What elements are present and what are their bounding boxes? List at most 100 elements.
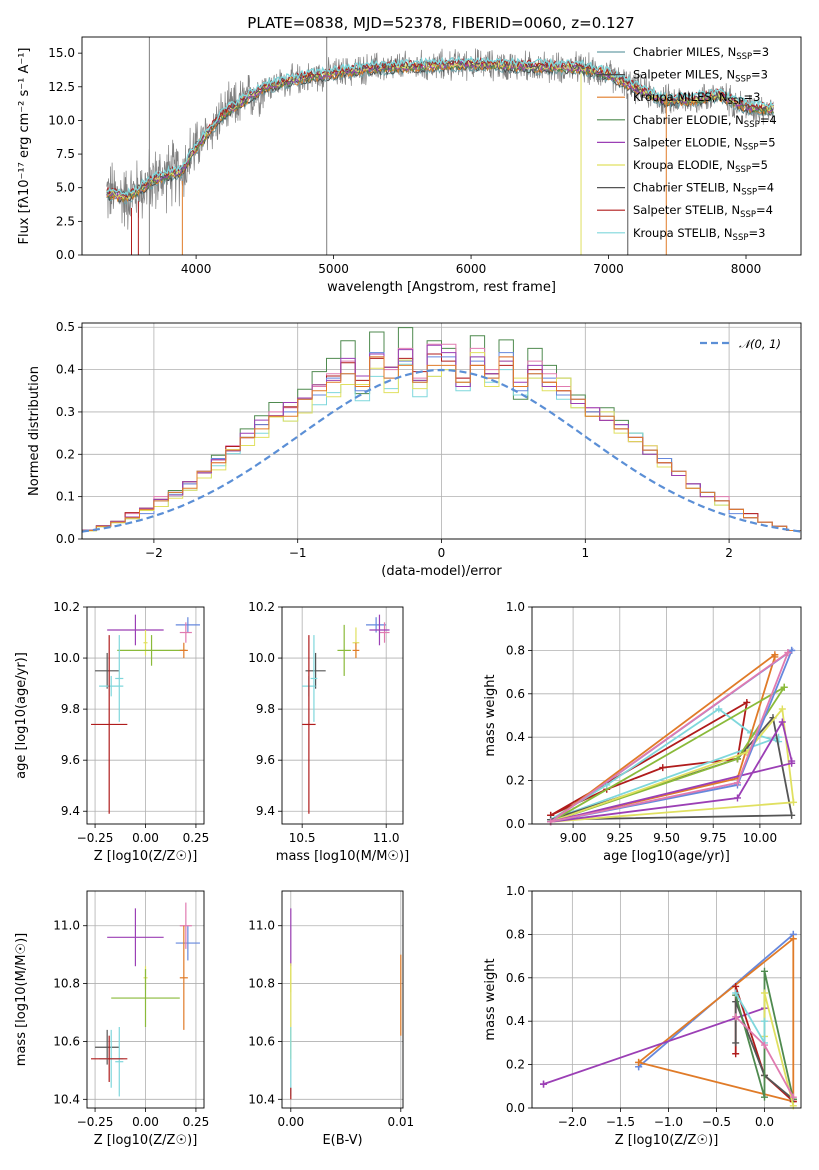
y-tick-label: 0.2 [56,447,75,461]
plot-area [91,902,200,1097]
observed-spectrum-line [106,48,774,230]
y-tick-label: 15.0 [48,46,75,60]
x-axis-label: Z [log10(Z/Z☉)] [615,1133,719,1148]
x-tick-label: 0.00 [132,1115,159,1129]
x-tick-label: 8000 [731,262,762,276]
x-tick-label: 9.50 [653,831,680,845]
y-tick-label: 10.2 [53,600,80,614]
figure-title: PLATE=0838, MJD=52378, FIBERID=0060, z=0… [247,14,634,32]
x-tick-label: 5000 [318,262,349,276]
legend-label-end: =5 [759,135,776,149]
x-tick-label: 1 [581,546,589,560]
y-tick-label: 0.6 [506,971,525,985]
axes-frame [531,890,802,1109]
legend-label-end: =3 [752,45,769,59]
weight-point-marker [780,683,788,691]
legend-label-main: Kroupa STELIB, N [633,226,733,240]
legend-label: Kroupa MILES, NSSP=3 [633,90,760,107]
weight-point-marker [788,811,796,819]
x-tick-label: 0.01 [387,1115,414,1129]
error-bar-point [352,642,360,659]
legend-label-main: Kroupa MILES, N [633,90,728,104]
legend-label-sub: SSP [728,97,744,107]
weight-series-line [550,700,748,817]
mass-weight-vs-age-panel: 9.00 9.25 9.50 9.75 10.00 0.0 0.2 0.4 0.6 0.8 1.0 a… [483,600,802,864]
histogram-step [82,356,801,539]
legend: 𝒩(0, 1) [700,337,781,351]
x-tick-label: 2 [725,546,733,560]
error-bar-point [91,1035,128,1082]
x-tick-label: 10.5 [289,831,316,845]
weight-point-marker [715,705,723,713]
y-tick-label: 10.8 [53,977,80,991]
error-bar-point [175,925,200,961]
legend-label: Chabrier MILES, NSSP=3 [633,45,769,62]
legend-label-main: Chabrier MILES, N [633,45,736,59]
error-bar-point [95,652,120,689]
weight-point-marker [790,798,798,806]
weight-series-line [734,1001,794,1100]
legend-label: Salpeter ELODIE, NSSP=5 [633,135,776,152]
legend-label: Chabrier STELIB, NSSP=4 [633,181,774,198]
axes-frame [81,36,802,256]
error-bar-point [310,635,318,722]
y-tick-label: 0.5 [56,320,75,334]
weight-point-marker [733,779,741,787]
weight-point-marker [733,794,741,802]
x-tick-label: −2.0 [558,1115,587,1129]
legend-label: Kroupa ELODIE, NSSP=5 [633,158,768,175]
weight-point-marker [788,646,796,654]
plot-area [540,930,797,1110]
weight-point-marker [732,989,740,997]
plot-area [106,37,774,255]
legend-label-end: =4 [760,113,777,127]
plot-area [302,614,390,814]
x-axis-label: Z [log10(Z/Z☉)] [94,849,198,864]
weight-point-marker [771,651,779,659]
y-tick-label: 10.8 [248,977,275,991]
error-bar-point [107,908,164,967]
error-bar-point [379,622,390,643]
ticks: 4000 5000 6000 7000 8000 0.0 2.5 5.0 7.5 10.0 12.5… [48,46,761,276]
x-tick-label: 9.00 [560,831,587,845]
legend-label-end: =3 [743,90,760,104]
y-tick-label: 9.6 [256,753,275,767]
legend-label-end: =5 [751,158,768,172]
x-tick-label: 0.25 [183,1115,210,1129]
error-bar-point [179,622,192,643]
y-tick-label: 11.0 [53,919,80,933]
weight-point-marker [788,759,796,767]
legend-label-sub: SSP [735,165,751,175]
plot-area [290,908,402,1100]
weight-series-line [550,719,793,823]
x-tick-label: 10.00 [743,831,777,845]
x-tick-label: 6000 [456,262,487,276]
weight-point-marker [659,764,667,772]
y-tick-label: 2.5 [56,214,75,228]
weight-point-marker [732,1039,740,1047]
legend-label-end: =3 [751,68,768,82]
weight-point-marker [760,1017,768,1025]
y-tick-label: 7.5 [56,147,75,161]
x-tick-label: 4000 [181,262,212,276]
legend-label: Salpeter STELIB, NSSP=4 [633,203,773,220]
ticks: 0.00 0.01 10.4 10.6 10.8 11.0 [248,919,414,1129]
y-axis-label: Flux [fλ10⁻¹⁷ erg cm⁻² s⁻¹ A⁻¹] [17,48,32,245]
weight-point-marker [778,705,786,713]
y-axis-label: age [log10(age/yr)] [14,652,29,779]
y-tick-label: 0.4 [56,363,75,377]
error-bar-point [337,624,351,676]
y-tick-label: 9.8 [256,702,275,716]
legend-label-sub: SSP [735,75,751,85]
x-tick-label: 11.0 [373,831,400,845]
mass-vs-metallicity-panel: −0.25 0.00 0.25 10.4 10.6 10.8 11.0 Z [log10(Z/… [14,890,210,1148]
y-axis-label: mass [log10(M/M☉)] [14,933,29,1066]
x-tick-label: 9.25 [606,831,633,845]
legend-label: Chabrier ELODIE, NSSP=4 [633,113,777,130]
x-axis-label: age [log10(age/yr)] [603,849,730,864]
legend-label-sub: SSP [740,210,756,220]
x-tick-label: 0.25 [183,831,210,845]
axes-frame [81,322,802,540]
y-tick-label: 9.6 [61,753,80,767]
